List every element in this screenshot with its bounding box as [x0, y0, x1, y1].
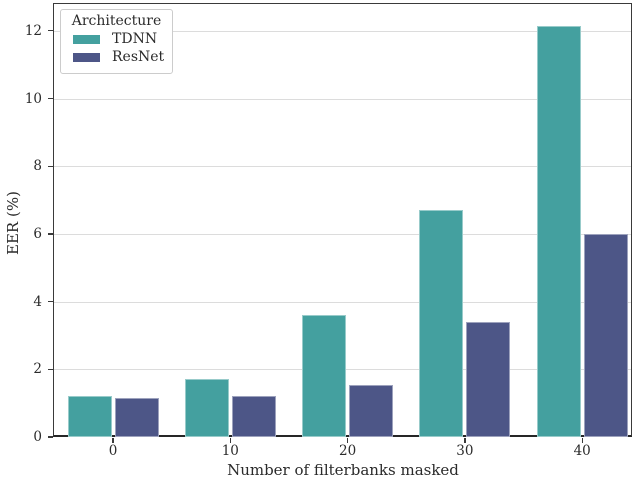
- y-tick-mark-0: [48, 436, 53, 438]
- legend-label-tdnn: TDNN: [112, 31, 158, 47]
- x-tick-mark-20: [346, 438, 349, 443]
- x-tick-label-30: 30: [456, 443, 474, 459]
- legend: Architecture TDNN ResNet: [60, 9, 173, 74]
- bar-resnet-30: [466, 321, 511, 437]
- gridline-y-8: [54, 166, 631, 168]
- legend-entry-resnet: ResNet: [73, 50, 166, 65]
- bar-resnet-20: [349, 384, 394, 437]
- y-tick-mark-12: [48, 30, 53, 32]
- y-tick-label-8: 8: [33, 158, 42, 175]
- tdnn-color-swatch-icon: [73, 35, 100, 44]
- y-tick-mark-4: [48, 300, 53, 303]
- x-tick-label-10: 10: [221, 443, 239, 459]
- y-tick-label-10: 10: [24, 90, 42, 107]
- bar-tdnn-0: [67, 396, 112, 437]
- x-tick-label-20: 20: [339, 443, 357, 459]
- legend-label-resnet: ResNet: [112, 49, 165, 65]
- bar-resnet-0: [114, 398, 159, 437]
- y-tick-label-12: 12: [24, 22, 42, 39]
- bar-tdnn-10: [184, 379, 229, 437]
- legend-entry-tdnn: TDNN: [73, 32, 166, 47]
- bar-tdnn-30: [419, 210, 464, 437]
- x-tick-mark-40: [581, 438, 583, 443]
- y-tick-label-4: 4: [33, 293, 42, 310]
- y-tick-mark-8: [48, 165, 53, 167]
- bar-resnet-40: [583, 233, 628, 437]
- x-tick-mark-10: [229, 438, 231, 443]
- resnet-color-swatch-icon: [73, 53, 100, 62]
- y-tick-label-6: 6: [33, 225, 42, 242]
- y-axis-label: EER (%): [4, 191, 22, 255]
- legend-title: Architecture: [71, 13, 162, 29]
- gridline-y-6: [54, 233, 631, 235]
- x-tick-label-0: 0: [108, 443, 118, 459]
- x-tick-label-40: 40: [573, 443, 591, 459]
- y-tick-mark-2: [48, 368, 53, 370]
- gridline-y-12: [54, 30, 631, 32]
- bar-resnet-10: [231, 396, 276, 437]
- x-tick-mark-30: [464, 438, 466, 443]
- gridline-y-4: [54, 301, 631, 303]
- y-tick-label-2: 2: [33, 361, 42, 378]
- x-axis-label: Number of filterbanks masked: [227, 461, 459, 479]
- bar-tdnn-20: [302, 315, 347, 437]
- x-tick-mark-0: [112, 438, 114, 443]
- y-tick-label-0: 0: [33, 429, 42, 445]
- y-tick-mark-10: [48, 97, 53, 100]
- y-tick-mark-6: [48, 233, 53, 235]
- bar-tdnn-40: [536, 25, 581, 437]
- gridline-y-10: [54, 98, 631, 100]
